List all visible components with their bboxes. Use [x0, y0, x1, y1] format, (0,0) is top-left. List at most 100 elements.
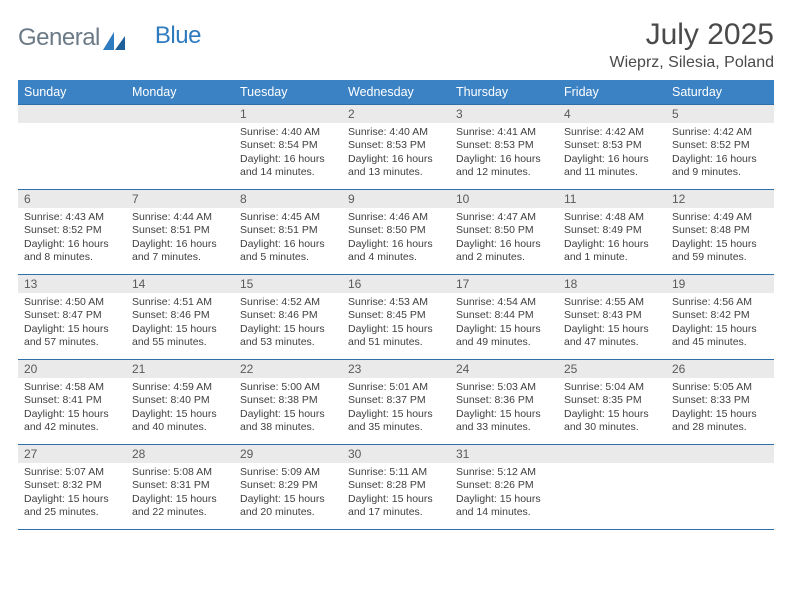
- sunrise-text: Sunrise: 4:59 AM: [132, 381, 228, 394]
- header: General Blue July 2025 Wieprz, Silesia, …: [18, 18, 774, 72]
- day-number: 10: [450, 190, 558, 208]
- day-body: Sunrise: 5:00 AMSunset: 8:38 PMDaylight:…: [234, 378, 342, 439]
- day-number: 28: [126, 445, 234, 463]
- daylight-text: Daylight: 15 hours: [240, 323, 336, 336]
- daylight-text: Daylight: 15 hours: [348, 408, 444, 421]
- week-row: 6Sunrise: 4:43 AMSunset: 8:52 PMDaylight…: [18, 189, 774, 274]
- day-body: Sunrise: 4:59 AMSunset: 8:40 PMDaylight:…: [126, 378, 234, 439]
- day-body: Sunrise: 4:56 AMSunset: 8:42 PMDaylight:…: [666, 293, 774, 354]
- sunset-text: Sunset: 8:43 PM: [564, 309, 660, 322]
- daylight-text: Daylight: 15 hours: [24, 408, 120, 421]
- day-body: Sunrise: 5:03 AMSunset: 8:36 PMDaylight:…: [450, 378, 558, 439]
- daylight-text: Daylight: 15 hours: [240, 493, 336, 506]
- daylight-text: Daylight: 15 hours: [24, 493, 120, 506]
- daylight-text: and 33 minutes.: [456, 421, 552, 434]
- sunrise-text: Sunrise: 4:40 AM: [348, 126, 444, 139]
- daylight-text: and 4 minutes.: [348, 251, 444, 264]
- daylight-text: Daylight: 16 hours: [240, 238, 336, 251]
- day-cell: 1Sunrise: 4:40 AMSunset: 8:54 PMDaylight…: [234, 105, 342, 189]
- day-number: 23: [342, 360, 450, 378]
- daylight-text: and 53 minutes.: [240, 336, 336, 349]
- day-body: Sunrise: 4:48 AMSunset: 8:49 PMDaylight:…: [558, 208, 666, 269]
- daylight-text: and 30 minutes.: [564, 421, 660, 434]
- day-body: [18, 123, 126, 130]
- day-cell: 5Sunrise: 4:42 AMSunset: 8:52 PMDaylight…: [666, 105, 774, 189]
- day-cell: [558, 445, 666, 529]
- day-number: 4: [558, 105, 666, 123]
- day-number: 14: [126, 275, 234, 293]
- day-cell: 28Sunrise: 5:08 AMSunset: 8:31 PMDayligh…: [126, 445, 234, 529]
- day-body: [666, 463, 774, 470]
- sunset-text: Sunset: 8:38 PM: [240, 394, 336, 407]
- day-cell: 14Sunrise: 4:51 AMSunset: 8:46 PMDayligh…: [126, 275, 234, 359]
- daylight-text: Daylight: 15 hours: [564, 408, 660, 421]
- day-cell: 19Sunrise: 4:56 AMSunset: 8:42 PMDayligh…: [666, 275, 774, 359]
- sunrise-text: Sunrise: 4:44 AM: [132, 211, 228, 224]
- daylight-text: Daylight: 15 hours: [456, 493, 552, 506]
- day-body: Sunrise: 4:58 AMSunset: 8:41 PMDaylight:…: [18, 378, 126, 439]
- sunset-text: Sunset: 8:32 PM: [24, 479, 120, 492]
- sunrise-text: Sunrise: 4:51 AM: [132, 296, 228, 309]
- daylight-text: and 5 minutes.: [240, 251, 336, 264]
- daylight-text: and 22 minutes.: [132, 506, 228, 519]
- daylight-text: Daylight: 15 hours: [348, 323, 444, 336]
- day-body: Sunrise: 5:05 AMSunset: 8:33 PMDaylight:…: [666, 378, 774, 439]
- sunset-text: Sunset: 8:28 PM: [348, 479, 444, 492]
- daylight-text: Daylight: 16 hours: [348, 153, 444, 166]
- day-number: 26: [666, 360, 774, 378]
- day-cell: 18Sunrise: 4:55 AMSunset: 8:43 PMDayligh…: [558, 275, 666, 359]
- daylight-text: and 7 minutes.: [132, 251, 228, 264]
- daylight-text: and 20 minutes.: [240, 506, 336, 519]
- day-number: 17: [450, 275, 558, 293]
- day-cell: 17Sunrise: 4:54 AMSunset: 8:44 PMDayligh…: [450, 275, 558, 359]
- day-cell: 30Sunrise: 5:11 AMSunset: 8:28 PMDayligh…: [342, 445, 450, 529]
- day-number: 3: [450, 105, 558, 123]
- sunrise-text: Sunrise: 5:00 AM: [240, 381, 336, 394]
- day-number: 1: [234, 105, 342, 123]
- daylight-text: and 59 minutes.: [672, 251, 768, 264]
- day-body: Sunrise: 4:52 AMSunset: 8:46 PMDaylight:…: [234, 293, 342, 354]
- sunset-text: Sunset: 8:40 PM: [132, 394, 228, 407]
- week-row: 20Sunrise: 4:58 AMSunset: 8:41 PMDayligh…: [18, 359, 774, 444]
- brand-part2: Blue: [155, 22, 201, 50]
- day-body: [126, 123, 234, 130]
- day-body: Sunrise: 4:41 AMSunset: 8:53 PMDaylight:…: [450, 123, 558, 184]
- daylight-text: Daylight: 15 hours: [132, 323, 228, 336]
- sunrise-text: Sunrise: 5:12 AM: [456, 466, 552, 479]
- sunrise-text: Sunrise: 4:55 AM: [564, 296, 660, 309]
- sunset-text: Sunset: 8:52 PM: [24, 224, 120, 237]
- daylight-text: and 35 minutes.: [348, 421, 444, 434]
- weekday-fri: Friday: [558, 80, 666, 104]
- daylight-text: and 28 minutes.: [672, 421, 768, 434]
- sunset-text: Sunset: 8:52 PM: [672, 139, 768, 152]
- bottom-rule: [18, 529, 774, 530]
- day-body: Sunrise: 5:07 AMSunset: 8:32 PMDaylight:…: [18, 463, 126, 524]
- day-cell: [666, 445, 774, 529]
- sunrise-text: Sunrise: 4:58 AM: [24, 381, 120, 394]
- weekday-thu: Thursday: [450, 80, 558, 104]
- sunrise-text: Sunrise: 4:48 AM: [564, 211, 660, 224]
- sunrise-text: Sunrise: 4:43 AM: [24, 211, 120, 224]
- sunrise-text: Sunrise: 4:41 AM: [456, 126, 552, 139]
- sail-icon: [103, 29, 125, 47]
- day-number: 20: [18, 360, 126, 378]
- day-body: Sunrise: 5:04 AMSunset: 8:35 PMDaylight:…: [558, 378, 666, 439]
- daylight-text: Daylight: 15 hours: [456, 408, 552, 421]
- day-cell: 20Sunrise: 4:58 AMSunset: 8:41 PMDayligh…: [18, 360, 126, 444]
- day-cell: 29Sunrise: 5:09 AMSunset: 8:29 PMDayligh…: [234, 445, 342, 529]
- sunset-text: Sunset: 8:44 PM: [456, 309, 552, 322]
- sunset-text: Sunset: 8:29 PM: [240, 479, 336, 492]
- day-number: 11: [558, 190, 666, 208]
- day-cell: [18, 105, 126, 189]
- weekday-sun: Sunday: [18, 80, 126, 104]
- daylight-text: Daylight: 16 hours: [24, 238, 120, 251]
- week-row: 27Sunrise: 5:07 AMSunset: 8:32 PMDayligh…: [18, 444, 774, 529]
- day-cell: 12Sunrise: 4:49 AMSunset: 8:48 PMDayligh…: [666, 190, 774, 274]
- day-number: 27: [18, 445, 126, 463]
- sunrise-text: Sunrise: 5:01 AM: [348, 381, 444, 394]
- daylight-text: Daylight: 15 hours: [348, 493, 444, 506]
- sunset-text: Sunset: 8:31 PM: [132, 479, 228, 492]
- day-cell: 21Sunrise: 4:59 AMSunset: 8:40 PMDayligh…: [126, 360, 234, 444]
- daylight-text: and 14 minutes.: [456, 506, 552, 519]
- day-cell: 7Sunrise: 4:44 AMSunset: 8:51 PMDaylight…: [126, 190, 234, 274]
